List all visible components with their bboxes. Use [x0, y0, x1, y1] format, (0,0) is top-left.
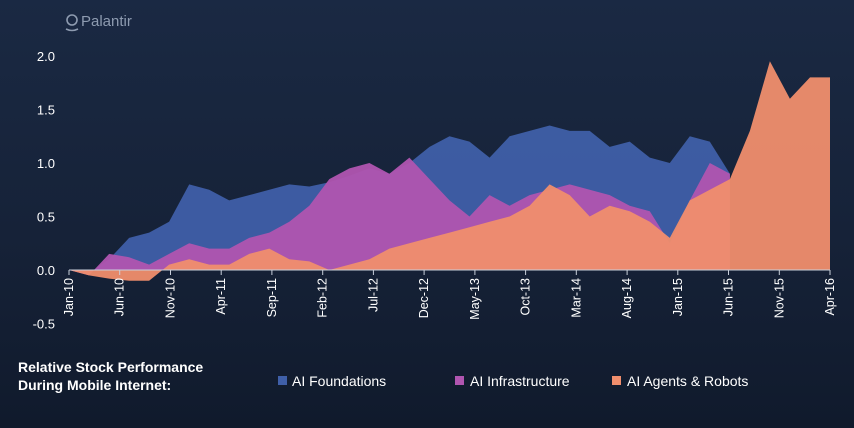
y-tick-label: -0.5 — [33, 317, 55, 332]
x-tick-label: Nov-15 — [772, 278, 786, 318]
x-axis: Jan-10 Jun-10 Nov-10 Apr-11 Sep-11 Feb-12 Jul-… — [62, 270, 837, 320]
legend-swatch-ai-infrastructure — [455, 376, 464, 385]
legend-item-ai-agents-robots: AI Agents & Robots — [612, 373, 748, 389]
legend: AI Foundations AI Infrastructure AI Agen… — [278, 373, 748, 389]
y-axis: 2.0 1.5 1.0 0.5 0.0 -0.5 — [33, 49, 55, 332]
x-tick-label: Aug-14 — [620, 278, 634, 318]
y-tick-label: 2.0 — [37, 49, 55, 64]
caption: Relative Stock Performance During Mobile… — [18, 359, 203, 393]
legend-swatch-ai-foundations — [278, 376, 287, 385]
x-tick-label: Apr-16 — [823, 278, 837, 316]
x-tick-label: Dec-12 — [417, 278, 431, 318]
logo-text: Palantir — [81, 13, 132, 30]
legend-label-ai-foundations: AI Foundations — [292, 373, 386, 389]
x-tick-label: May-13 — [468, 278, 482, 320]
x-tick-label: Jan-15 — [671, 278, 685, 316]
x-tick-label: Jun-10 — [113, 278, 127, 316]
plot-areas — [69, 61, 830, 281]
x-tick-label: Nov-10 — [164, 278, 178, 318]
y-tick-label: 1.0 — [37, 156, 55, 171]
caption-line-2: During Mobile Internet: — [18, 377, 171, 393]
y-tick-label: 1.5 — [37, 103, 55, 118]
legend-item-ai-foundations: AI Foundations — [278, 373, 386, 389]
legend-item-ai-infrastructure: AI Infrastructure — [455, 373, 570, 389]
palantir-logo: Palantir — [65, 13, 132, 32]
x-tick-label: Jul-12 — [366, 278, 380, 312]
legend-label-ai-agents-robots: AI Agents & Robots — [627, 373, 748, 389]
x-tick-label: Jun-15 — [722, 278, 736, 316]
x-tick-label: Jan-10 — [62, 278, 76, 316]
y-tick-label: 0.5 — [37, 210, 55, 225]
legend-swatch-ai-agents-robots — [612, 376, 621, 385]
y-tick-label: 0.0 — [37, 263, 55, 278]
caption-line-1: Relative Stock Performance — [18, 359, 203, 375]
x-tick-label: Oct-13 — [519, 278, 533, 316]
area-series-ai-agents-robots — [69, 61, 830, 281]
x-tick-label: Feb-12 — [316, 278, 330, 318]
x-tick-label: Mar-14 — [569, 278, 583, 318]
x-tick-label: Apr-11 — [214, 278, 228, 315]
x-tick-label: Sep-11 — [265, 278, 279, 317]
palantir-logo-icon — [65, 14, 79, 32]
legend-label-ai-infrastructure: AI Infrastructure — [470, 373, 570, 389]
